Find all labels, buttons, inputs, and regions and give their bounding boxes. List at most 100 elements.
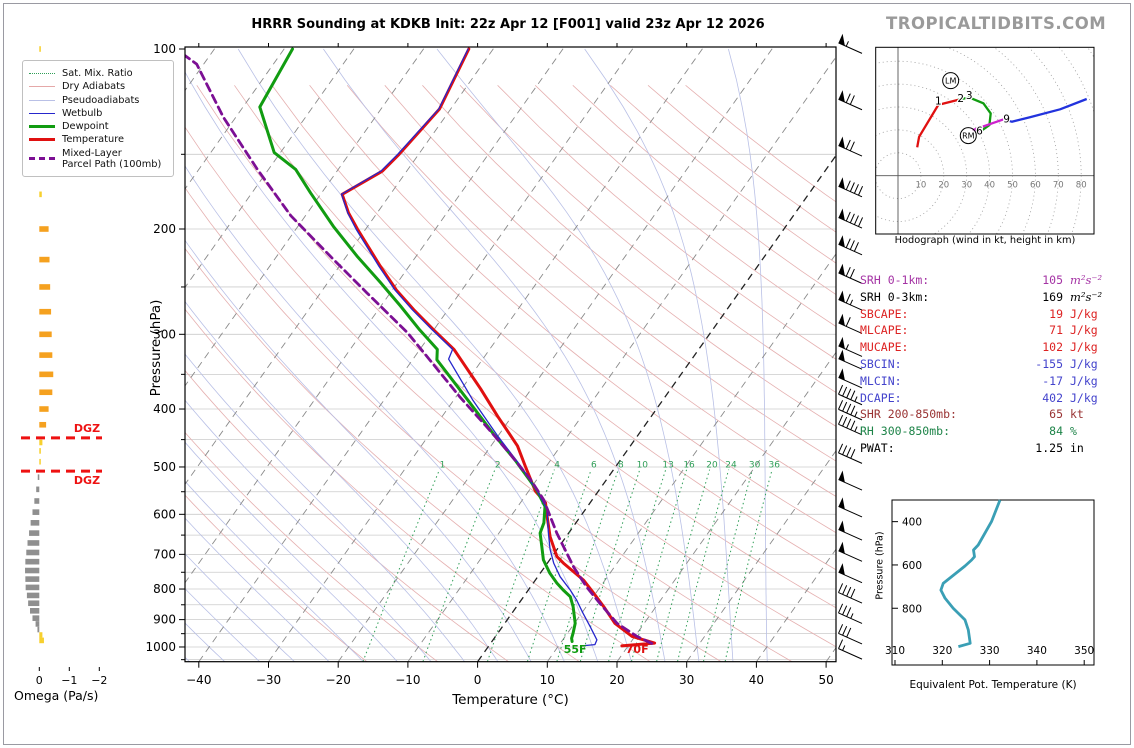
svg-text:700: 700 [153, 547, 176, 561]
svg-text:2: 2 [957, 93, 964, 105]
svg-text:400: 400 [902, 517, 922, 529]
svg-text:55F: 55F [564, 643, 587, 656]
svg-text:20: 20 [938, 181, 949, 191]
legend-label: Pseudoadiabats [62, 94, 140, 106]
svg-text:30: 30 [749, 461, 761, 471]
legend-swatch-red [29, 138, 55, 142]
svg-text:13: 13 [662, 461, 673, 471]
stat-value: 65 [1049, 407, 1063, 422]
stat-unit: % [1070, 424, 1077, 439]
stat-row: RH 300-850mb: 84% [860, 423, 1126, 440]
curve-temperature [340, 47, 657, 648]
legend-label: Wetbulb [62, 107, 103, 119]
svg-text:500: 500 [153, 460, 176, 474]
stat-row: SBCAPE: 19 J/kg [860, 306, 1126, 323]
page-title: HRRR Sounding at KDKB Init: 22z Apr 12 [… [251, 17, 765, 32]
svg-text:350: 350 [1074, 645, 1094, 657]
svg-text:30: 30 [679, 673, 694, 687]
legend-item: Mixed-Layer Parcel Path (100mb) [29, 148, 167, 171]
svg-text:800: 800 [153, 582, 176, 596]
stat-label: SRH 0-3km: [860, 289, 930, 304]
temp-axis-label: Temperature (°C) [452, 692, 569, 708]
svg-text:30: 30 [961, 181, 972, 191]
svg-text:24: 24 [725, 461, 737, 471]
omega-axis-label: Omega (Pa/s) [14, 688, 99, 703]
curve-mixed-layer [185, 53, 656, 646]
svg-text:70F: 70F [626, 643, 649, 656]
stat-label: SBCAPE: [860, 306, 909, 321]
legend-item: Temperature [29, 134, 167, 145]
legend-swatch-dotted-green [29, 73, 55, 75]
stat-label: SHR 200-850mb: [860, 407, 957, 422]
svg-text:50: 50 [818, 673, 833, 687]
svg-text:600: 600 [153, 507, 176, 521]
theta-e-curve [939, 499, 1002, 648]
svg-text:900: 900 [153, 613, 176, 627]
legend-label: Dewpoint [62, 121, 109, 133]
svg-text:3: 3 [966, 90, 973, 102]
legend-swatch-green [29, 125, 55, 129]
stat-row: SRH 0-1km: 105 m²s⁻² [860, 272, 1126, 289]
stat-row: PWAT: 1.25 in [860, 440, 1126, 457]
svg-text:200: 200 [153, 222, 176, 236]
stat-label: MLCAPE: [860, 323, 909, 338]
legend-item: Wetbulb [29, 108, 167, 119]
site-logo: TROPICALTIDBITS.COM [886, 14, 1107, 33]
svg-text:−40: −40 [186, 673, 211, 687]
svg-text:4: 4 [554, 461, 560, 471]
stat-label: MUCAPE: [860, 340, 909, 355]
stat-row: MUCAPE: 102 J/kg [860, 339, 1126, 356]
svg-text:−20: −20 [326, 673, 351, 687]
svg-text:60: 60 [1030, 181, 1041, 191]
stat-label: SRH 0-1km: [860, 273, 930, 287]
svg-text:−10: −10 [395, 673, 420, 687]
svg-text:330: 330 [980, 645, 1000, 657]
svg-text:600: 600 [902, 560, 922, 572]
svg-text:9: 9 [1003, 113, 1010, 125]
stat-value: -155 [1035, 356, 1063, 371]
stat-value: -17 [1042, 373, 1063, 388]
svg-text:1000: 1000 [145, 640, 176, 654]
svg-text:20: 20 [609, 673, 624, 687]
stat-value: 102 [1042, 340, 1063, 355]
stat-value: 1.25 [1035, 440, 1063, 455]
legend-item: Pseudoadiabats [29, 95, 167, 106]
stat-unit: J/kg [1070, 306, 1098, 321]
svg-text:0: 0 [474, 673, 482, 687]
thetae-x-axis-label: Equivalent Pot. Temperature (K) [909, 679, 1077, 691]
svg-text:RM: RM [962, 132, 975, 141]
svg-text:800: 800 [902, 603, 922, 615]
curve-wetbulb [340, 48, 598, 647]
stat-value: 19 [1049, 306, 1063, 321]
stat-unit: m²s⁻² [1070, 273, 1103, 287]
svg-text:10: 10 [540, 673, 555, 687]
stat-value: 84 [1049, 424, 1063, 439]
legend-item: Dry Adiabats [29, 81, 167, 92]
svg-text:10: 10 [915, 181, 926, 191]
legend: Sat. Mix. Ratio Dry Adiabats Pseudoadiabat… [22, 60, 174, 178]
wind-barbs [838, 33, 864, 660]
hodograph: 10 20 30 40 50 60 70 80 1 2 3 6 9 LM RM [875, 47, 1095, 234]
svg-text:1: 1 [440, 461, 446, 471]
legend-label: Temperature [62, 134, 125, 146]
legend-swatch-purple-dashed [29, 157, 55, 161]
stat-row: DCAPE: 402 J/kg [860, 390, 1126, 407]
legend-item: Sat. Mix. Ratio [29, 68, 167, 79]
stat-unit: J/kg [1070, 340, 1098, 355]
stat-row: SBCIN: -155 J/kg [860, 356, 1126, 373]
svg-text:310: 310 [885, 645, 905, 657]
svg-text:50: 50 [1007, 181, 1018, 191]
legend-swatch-blue [29, 112, 55, 114]
stat-label: DCAPE: [860, 390, 902, 405]
stat-label: RH 300-850mb: [860, 424, 951, 439]
stat-value: 71 [1049, 323, 1063, 338]
svg-text:0: 0 [36, 674, 43, 687]
svg-text:DGZ: DGZ [74, 422, 100, 435]
svg-text:70: 70 [1053, 181, 1064, 191]
svg-text:DGZ: DGZ [74, 474, 100, 487]
stat-label: MLCIN: [860, 373, 902, 388]
svg-text:100: 100 [153, 42, 176, 56]
thetae-y-axis-label: Pressure (hPa) [874, 531, 886, 600]
